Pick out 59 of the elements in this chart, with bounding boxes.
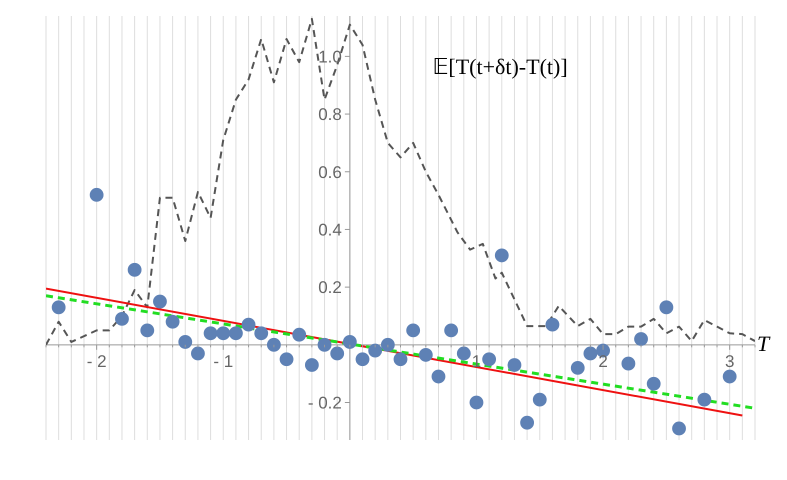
point [140, 324, 154, 338]
y-tick-label: 1.0 [318, 47, 342, 66]
point [697, 392, 712, 407]
point [584, 346, 598, 360]
annotation: 𝔼[T(t+δt)-T(t)] [432, 54, 568, 80]
point [330, 346, 344, 360]
point [634, 332, 648, 346]
point [153, 294, 167, 308]
point [342, 335, 357, 349]
x-tick-label: - 2 [86, 352, 107, 371]
point [204, 326, 218, 340]
point [406, 324, 420, 338]
point [128, 262, 142, 277]
point [90, 188, 104, 202]
x-tick-label: 3 [724, 352, 734, 371]
point [115, 312, 129, 326]
point [722, 370, 737, 384]
point [191, 346, 205, 360]
point [166, 314, 180, 329]
y-tick-label: 0.8 [318, 105, 342, 124]
point [380, 338, 395, 352]
point [292, 328, 306, 342]
x-axis-title: T [757, 330, 770, 357]
point [178, 335, 192, 349]
point [520, 416, 534, 430]
y-tick-label: 0.6 [318, 162, 342, 182]
point [394, 352, 408, 366]
point [266, 338, 281, 352]
point [672, 422, 686, 436]
point [254, 326, 268, 340]
point [532, 392, 547, 407]
y-tick-label: 0.2 [318, 278, 342, 298]
point [418, 348, 433, 362]
point [482, 352, 496, 366]
point [242, 318, 256, 332]
point [52, 300, 66, 314]
point [229, 326, 243, 340]
y-tick-label: 0.4 [318, 220, 342, 240]
point [570, 360, 585, 375]
point [621, 356, 636, 370]
point [304, 358, 319, 372]
point [646, 376, 661, 391]
x-tick-label: 2 [598, 352, 608, 371]
point [470, 396, 484, 410]
point [444, 324, 458, 338]
line-series [46, 18, 755, 346]
y-tick-label: - 0.2 [308, 394, 342, 413]
point [546, 318, 560, 332]
point [280, 352, 294, 366]
point [356, 352, 370, 366]
point [659, 300, 674, 314]
point [508, 358, 522, 372]
point [456, 346, 471, 360]
point [432, 370, 446, 384]
point [368, 344, 382, 358]
point [494, 248, 509, 262]
point [216, 326, 230, 340]
point [318, 338, 332, 352]
x-tick-label: - 1 [213, 352, 234, 371]
